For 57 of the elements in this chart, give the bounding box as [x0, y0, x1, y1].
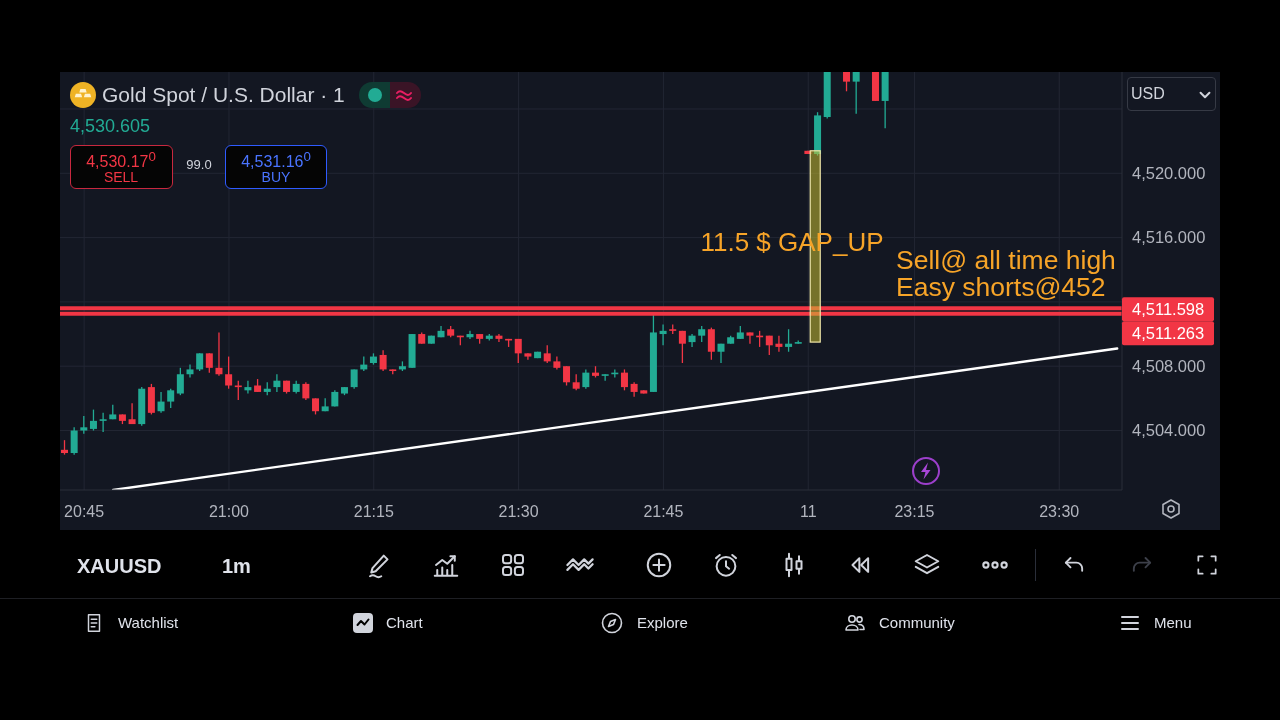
- x-tick-label: 20:45: [64, 503, 105, 521]
- text: XAUUSD: [77, 554, 162, 578]
- candlestick: [225, 355, 233, 390]
- annotation: Sell@ all time high: [896, 245, 1116, 277]
- x-tick-label: 23:15: [894, 503, 935, 521]
- candlestick: [379, 349, 387, 372]
- x-tick-label: 21:30: [498, 503, 539, 521]
- y-tick-label: 4,504.000: [1132, 421, 1206, 440]
- candlestick: [678, 330, 686, 364]
- candlestick: [707, 326, 715, 361]
- text: Explore: [637, 614, 688, 632]
- candlestick: [157, 391, 165, 414]
- x-tick-label: 21:45: [643, 503, 684, 521]
- text: USD: [1131, 84, 1165, 104]
- ref-line-label: 4,511.598: [1132, 300, 1205, 319]
- candlestick: [514, 338, 522, 364]
- candlestick: [495, 333, 503, 343]
- candlestick: [843, 72, 851, 92]
- text: 4,530.605: [70, 115, 151, 137]
- text: Watchlist: [118, 614, 179, 632]
- candlestick: [273, 373, 281, 393]
- candlestick: [852, 72, 860, 115]
- y-tick-label: 4,516.000: [1132, 228, 1206, 247]
- candlestick: [70, 426, 78, 456]
- text: Menu: [1154, 614, 1192, 632]
- candlestick: [167, 388, 175, 409]
- annotation: 4,530.17$^{0}$: [86, 148, 156, 171]
- y-tick-label: 4,520.000: [1132, 164, 1206, 183]
- x-tick-label: 21:00: [208, 503, 250, 521]
- candlestick: [176, 367, 184, 396]
- candlestick: [99, 412, 107, 433]
- text: 1m: [222, 554, 251, 578]
- text: Chart: [386, 614, 423, 632]
- ref-line-label: 4,511.263: [1132, 324, 1205, 343]
- annotation: SELL: [103, 168, 139, 186]
- candlestick: [244, 380, 252, 395]
- candlestick: [466, 330, 474, 340]
- x-tick-label: 11: [799, 503, 817, 521]
- candlestick: [215, 331, 223, 377]
- x-tick-label: 21:15: [353, 503, 394, 521]
- annotation: BUY: [261, 168, 291, 186]
- candlestick: [582, 368, 590, 390]
- candlestick: [659, 323, 667, 346]
- text: Community: [879, 614, 955, 632]
- text: Gold Spot / U.S. Dollar · 1: [102, 82, 345, 108]
- x-tick-label: 23:30: [1039, 503, 1080, 521]
- candlestick: [350, 368, 358, 390]
- candlestick: [563, 365, 571, 387]
- candlestick: [620, 368, 628, 391]
- candlestick: [785, 328, 793, 353]
- y-tick-label: 4,508.000: [1132, 357, 1206, 376]
- annotation: 4,531.16$^{0}$: [241, 148, 311, 171]
- candlestick: [89, 408, 97, 432]
- annotation: 99.0: [186, 157, 212, 173]
- candlestick: [775, 335, 783, 353]
- candlestick: [746, 331, 754, 345]
- candlestick: [205, 352, 213, 374]
